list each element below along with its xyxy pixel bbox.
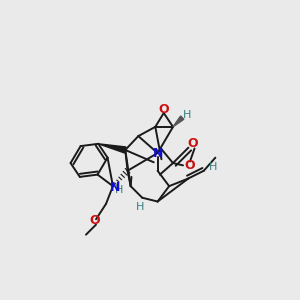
Text: H: H xyxy=(115,185,123,195)
Text: O: O xyxy=(89,214,100,227)
Text: N: N xyxy=(152,146,163,160)
Polygon shape xyxy=(173,116,184,127)
Polygon shape xyxy=(98,144,126,153)
Text: O: O xyxy=(158,103,169,116)
Text: N: N xyxy=(110,181,120,194)
Text: O: O xyxy=(187,137,198,150)
Text: H: H xyxy=(136,202,144,212)
Text: H: H xyxy=(183,110,191,119)
Text: O: O xyxy=(184,159,195,172)
Text: H: H xyxy=(209,162,217,172)
